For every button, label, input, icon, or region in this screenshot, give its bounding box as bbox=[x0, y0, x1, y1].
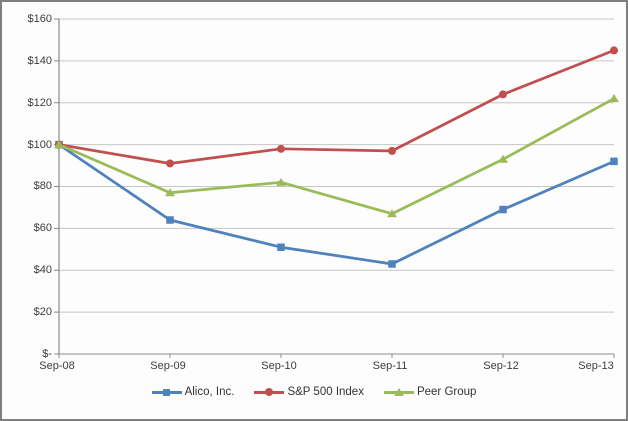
legend: Alico, Inc. S&P 500 Index Peer Group bbox=[2, 386, 626, 398]
circle-marker-icon bbox=[610, 46, 618, 55]
x-axis-tick-label: Sep-12 bbox=[483, 360, 519, 372]
triangle-marker-icon bbox=[276, 177, 286, 186]
triangle-marker-icon bbox=[609, 94, 619, 103]
y-axis-tick-label: $- bbox=[42, 348, 52, 360]
y-axis-tick-label: $20 bbox=[33, 306, 52, 318]
x-axis-tick-label: Sep-13 bbox=[578, 360, 614, 372]
legend-label: Alico, Inc. bbox=[184, 386, 235, 398]
legend-item-sp500: S&P 500 Index bbox=[254, 386, 364, 398]
circle-marker-icon bbox=[388, 146, 396, 155]
y-axis-tick-label: $140 bbox=[27, 55, 52, 67]
series-line-circle bbox=[57, 49, 616, 165]
x-axis-tick-label: Sep-08 bbox=[39, 360, 75, 372]
square-marker-icon bbox=[610, 157, 618, 166]
alico-line-square-marker-icon bbox=[151, 386, 182, 398]
y-axis-tick-label: $80 bbox=[33, 180, 52, 192]
legend-item-peer-group: Peer Group bbox=[383, 386, 477, 398]
legend-label: S&P 500 Index bbox=[287, 386, 364, 398]
triangle-marker-icon bbox=[165, 188, 175, 197]
square-marker-icon bbox=[499, 205, 507, 214]
x-axis-tick-label: Sep-09 bbox=[150, 360, 186, 372]
legend-label: Peer Group bbox=[416, 386, 477, 398]
peer-group-line-triangle-marker-icon bbox=[383, 386, 414, 398]
circle-marker-icon bbox=[277, 144, 285, 153]
series-line-triangle bbox=[57, 97, 616, 216]
legend-item-alico: Alico, Inc. bbox=[151, 386, 235, 398]
y-axis-tick-label: $40 bbox=[33, 264, 52, 276]
square-marker-icon bbox=[166, 216, 174, 224]
series-line-square bbox=[57, 143, 616, 266]
triangle-marker-icon bbox=[54, 140, 64, 149]
circle-marker-icon bbox=[499, 90, 507, 99]
y-axis-tick-label: $160 bbox=[27, 13, 52, 25]
y-axis-tick-label: $60 bbox=[33, 222, 52, 234]
y-axis-tick-label: $100 bbox=[27, 139, 52, 151]
square-marker-icon bbox=[388, 260, 396, 268]
circle-marker-icon bbox=[166, 159, 174, 168]
x-axis-tick-label: Sep-10 bbox=[261, 360, 297, 372]
square-marker-icon bbox=[277, 243, 285, 251]
x-axis-tick-label: Sep-11 bbox=[372, 360, 408, 372]
triangle-marker-icon bbox=[498, 154, 508, 163]
y-axis-tick-label: $120 bbox=[27, 97, 52, 109]
sp500-line-circle-marker-icon bbox=[254, 386, 285, 398]
triangle-marker-icon bbox=[387, 209, 397, 218]
